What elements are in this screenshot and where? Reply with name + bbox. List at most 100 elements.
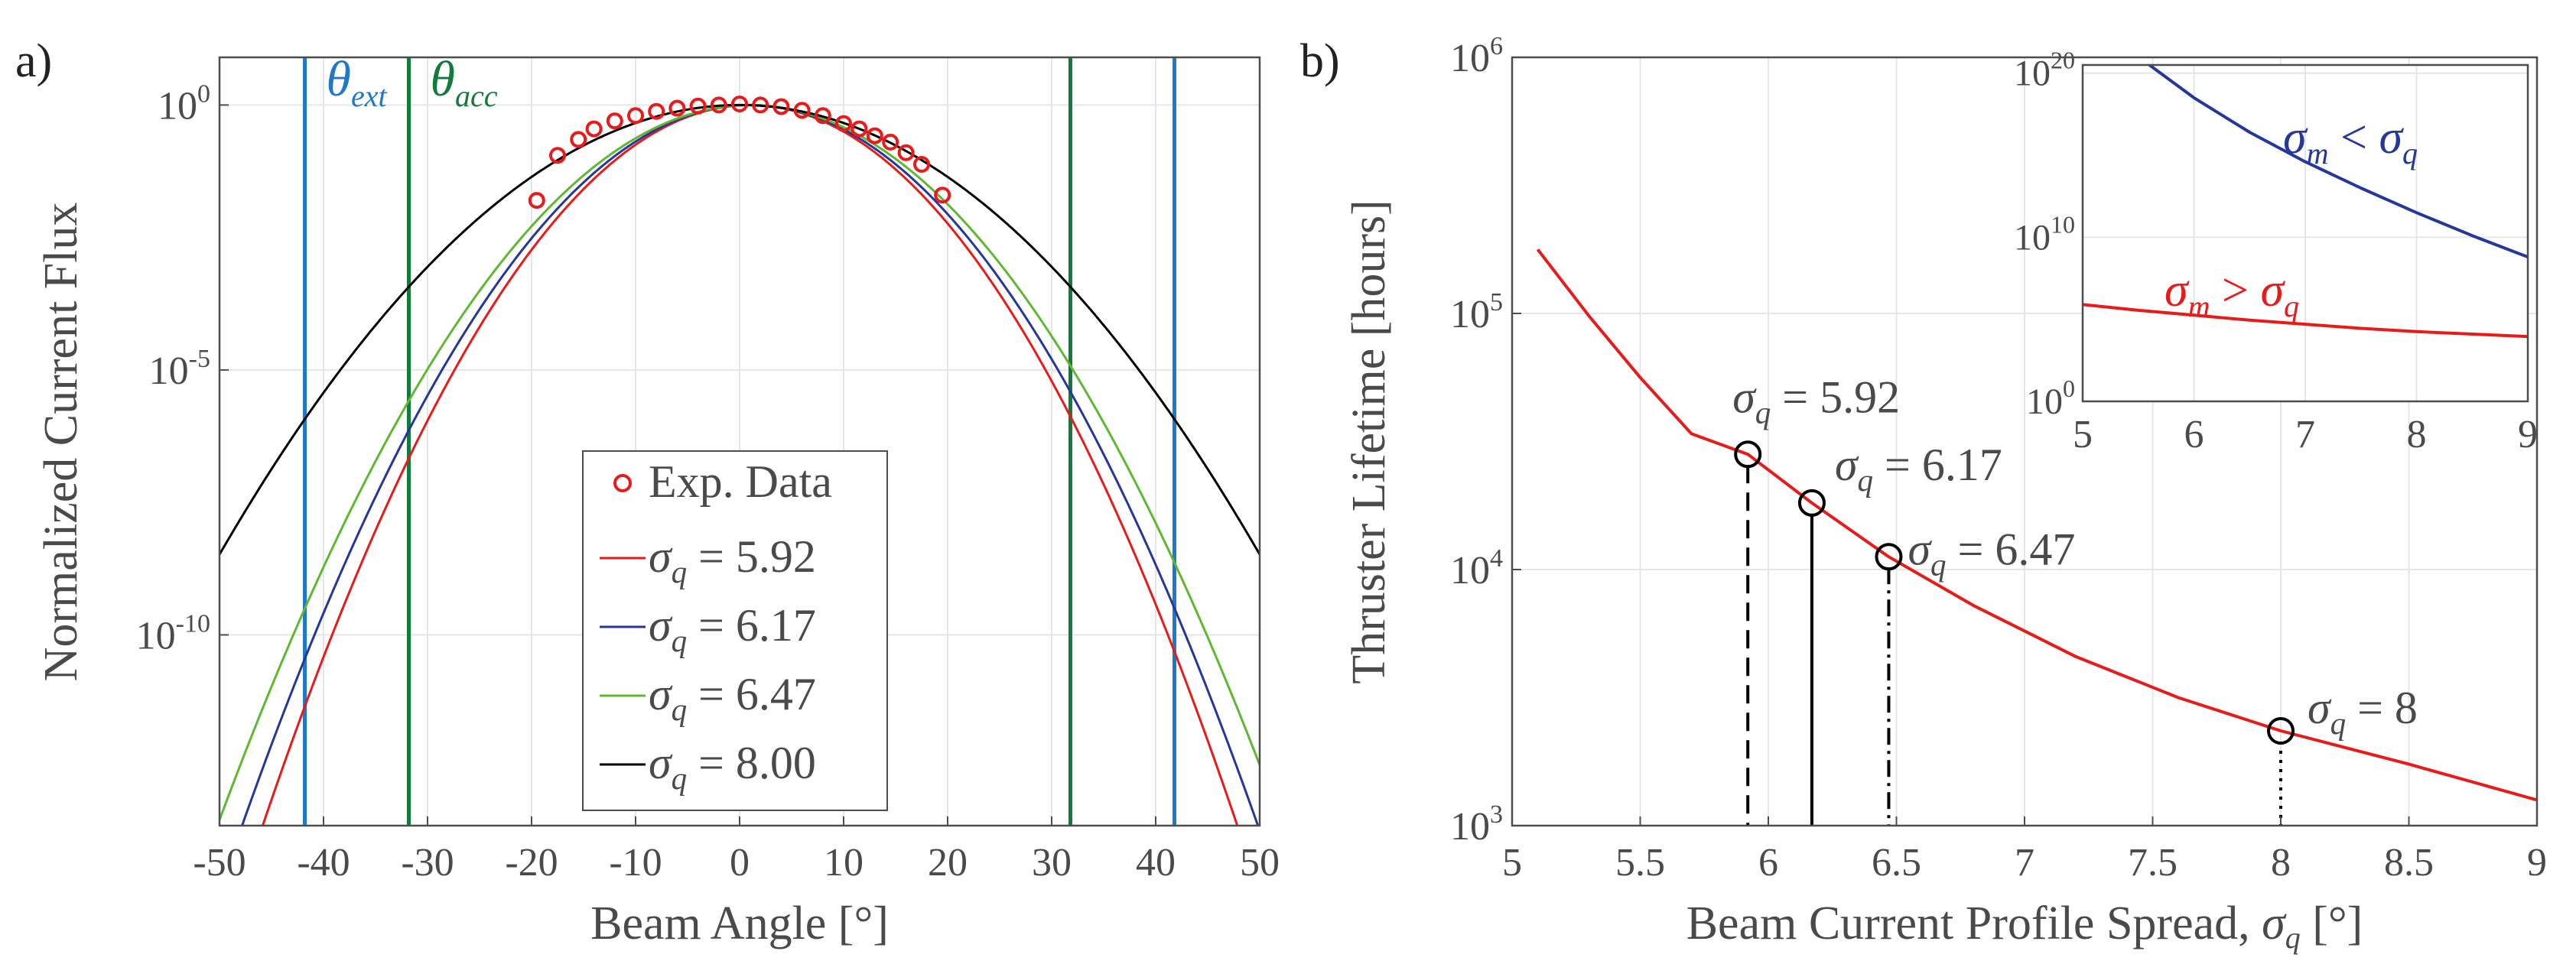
x-tick-label: -30 — [401, 841, 454, 884]
exp-data-point — [882, 133, 899, 151]
exp-data-point — [897, 144, 915, 161]
point-label-symbol: σ — [1835, 440, 1859, 490]
y-tick-label-base: 10 — [1450, 549, 1490, 592]
exp-data-point — [528, 192, 545, 209]
x-tick-label: 8 — [2271, 841, 2291, 884]
highlight-circle — [1875, 543, 1903, 571]
panel-a-curves — [220, 103, 1260, 826]
point-label-subscript: q — [1755, 394, 1771, 430]
point-label-value: = 5.92 — [1771, 372, 1900, 422]
inset-x-ticks: 5 6 7 8 9 — [2073, 413, 2538, 456]
y-tick-label: 103 — [1450, 800, 1503, 849]
panel-a-exp-data — [528, 95, 951, 209]
x-tick-label: 9 — [2527, 841, 2547, 884]
inset-y-tick-label: 1020 — [2014, 47, 2075, 94]
point-label-subscript: q — [2330, 706, 2347, 741]
inset-label: σm > σq — [2165, 265, 2299, 323]
inset-y-tick-label-base: 10 — [2026, 381, 2063, 422]
y-tick-label-exponent: 3 — [1490, 800, 1503, 829]
legend-label: σq = 6.17 — [649, 600, 816, 658]
curve-σ_q = 8.00 — [220, 103, 1260, 556]
vertical-line-label-subscript: acc — [455, 79, 498, 113]
inset-y-tick-label-exponent: 20 — [2051, 47, 2075, 74]
inset-x-tick-label: 8 — [2407, 413, 2427, 456]
panel-a-x-ticks: -50 -40 -30 -20 -10 0 10 20 30 40 50 — [193, 816, 1280, 884]
point-label-subscript: q — [1930, 547, 1947, 582]
y-tick-label-base: 10 — [1450, 37, 1490, 80]
highlight-circle — [2267, 717, 2295, 745]
panel-a: a) θext θacc -50 -40 -30 -20 -10 0 10 20 30 40 50 1… — [15, 35, 1280, 949]
point-label-symbol: σ — [2308, 683, 2332, 733]
x-tick-label: 10 — [824, 841, 864, 884]
x-tick-label: 7 — [2015, 841, 2034, 884]
point-label: σq = 6.47 — [1908, 524, 2075, 582]
inset-label-subscript: m — [2188, 289, 2210, 323]
legend-label-subscript: q — [672, 623, 688, 658]
panel-b-label: b) — [1300, 35, 1340, 87]
y-tick-label-exponent: -5 — [189, 345, 210, 373]
point-label: σq = 8 — [2308, 683, 2418, 741]
inset-y-tick-label: 100 — [2026, 375, 2075, 422]
point-label-symbol: σ — [1732, 372, 1757, 422]
y-tick-label-base: 10 — [158, 84, 197, 128]
inset-label-subscript: q — [2284, 289, 2299, 323]
y-tick-label: 10-5 — [149, 345, 210, 393]
inset-label-operator: > — [2210, 265, 2260, 316]
exp-data-point — [814, 107, 831, 125]
legend-label-symbol: σ — [649, 738, 673, 788]
point-label-symbol: σ — [1908, 524, 1932, 574]
exp-data-point — [793, 102, 811, 119]
inset-label-subscript: q — [2402, 136, 2418, 170]
exp-data-point — [835, 115, 852, 132]
y-tick-label-exponent: 0 — [197, 80, 210, 108]
x-tick-label: 20 — [928, 841, 968, 884]
inset-label-subscript: m — [2307, 136, 2329, 170]
y-tick-label-base: 10 — [149, 349, 189, 393]
vertical-line-label-symbol: θ — [327, 51, 351, 107]
legend-label-value: = 6.17 — [687, 600, 816, 651]
inset-y-tick-label-base: 10 — [2014, 217, 2051, 258]
legend-label-symbol: σ — [649, 600, 673, 651]
inset-label-symbol: σ — [2165, 265, 2190, 316]
legend-label-symbol: σ — [649, 669, 673, 719]
x-tick-label: -20 — [505, 841, 558, 884]
inset-y-tick-label: 1010 — [2014, 210, 2075, 258]
x-tick-label: 0 — [730, 841, 750, 884]
exp-data-point — [913, 156, 930, 174]
x-tick-label: 7.5 — [2128, 841, 2178, 884]
vertical-line-label: θext — [327, 51, 388, 113]
inset-grid — [2082, 65, 2529, 402]
y-tick-label-base: 10 — [1450, 805, 1490, 849]
point-label-subscript: q — [1858, 463, 1874, 498]
x-tick-label: -50 — [193, 841, 246, 884]
panel-b-y-axis-label: Thruster Lifetime [hours] — [1343, 200, 1395, 684]
inset-label-symbol: σ — [2379, 112, 2404, 164]
panel-b-curve — [1536, 248, 2537, 802]
exp-data-point — [585, 120, 603, 138]
x-tick-label: 5.5 — [1615, 841, 1665, 884]
x-tick-label: 5 — [1502, 841, 1522, 884]
y-tick-label-exponent: -10 — [176, 609, 210, 638]
inset-x-tick-label: 5 — [2073, 413, 2093, 456]
y-tick-label: 104 — [1450, 544, 1503, 592]
y-tick-label-exponent: 6 — [1490, 32, 1503, 60]
legend-label-subscript: q — [672, 761, 688, 796]
x-tick-label: -40 — [297, 841, 350, 884]
y-tick-label: 100 — [158, 80, 210, 128]
inset-y-tick-label-exponent: 10 — [2051, 210, 2075, 238]
legend-label: σq = 5.92 — [649, 531, 816, 589]
exp-data-point — [668, 99, 686, 117]
inset-label-symbol: σ — [2283, 112, 2308, 164]
legend-box — [582, 450, 888, 811]
exp-data-point — [752, 96, 769, 114]
legend-label-subscript: q — [672, 554, 688, 589]
legend-label-value: = 8.00 — [687, 738, 816, 788]
legend-label-subscript: q — [672, 692, 688, 727]
x-tick-label: 30 — [1032, 841, 1072, 884]
vertical-line-label-subscript: ext — [351, 79, 388, 113]
